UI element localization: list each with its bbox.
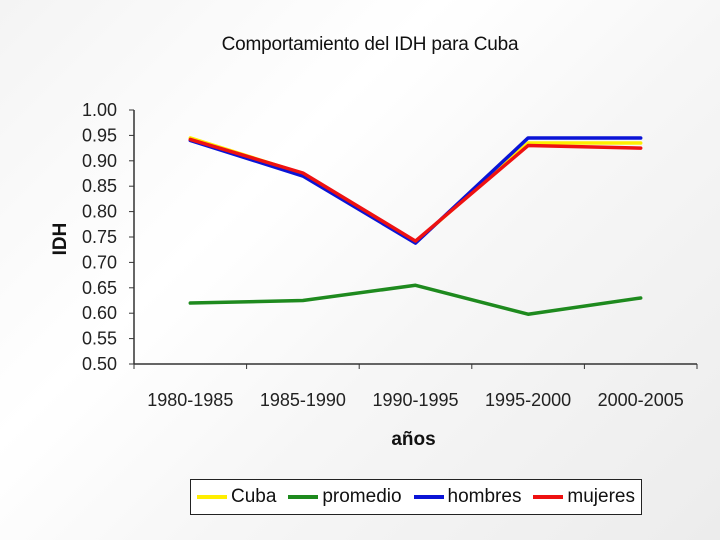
x-tick-label: 1990-1995 xyxy=(372,390,458,410)
y-tick-label: 0.60 xyxy=(82,303,117,323)
x-axis-title: años xyxy=(391,429,435,450)
x-tick-label: 1985-1990 xyxy=(260,390,346,410)
y-tick-label: 0.65 xyxy=(82,278,117,298)
y-tick-label: 0.85 xyxy=(82,176,117,196)
legend-label: promedio xyxy=(322,486,402,507)
line-chart: 1.00 0.95 0.90 0.85 0.80 0.75 0.70 0.65 0.60 0.55… xyxy=(50,100,698,450)
legend-item-hombres: hombres xyxy=(413,486,522,508)
x-tick-label: 1980-1985 xyxy=(147,390,233,410)
y-tick-label: 0.80 xyxy=(82,202,117,222)
y-tick-label: 0.75 xyxy=(82,227,117,247)
chart-legend: Cuba promedio hombres mujeres xyxy=(190,479,642,515)
legend-swatch xyxy=(533,495,564,499)
plot-area: 1.00 0.95 0.90 0.85 0.80 0.75 0.70 0.65 0.60 0.55… xyxy=(50,100,698,450)
legend-swatch xyxy=(196,495,227,499)
y-tick-label: 0.50 xyxy=(82,354,117,374)
y-tick-label: 1.00 xyxy=(82,100,117,120)
y-tick-label: 0.55 xyxy=(82,329,117,349)
legend-item-mujeres: mujeres xyxy=(533,486,635,508)
y-tick-label: 0.95 xyxy=(82,125,117,145)
series-line-mujeres xyxy=(188,137,643,243)
legend-item-promedio: promedio xyxy=(288,486,402,508)
legend-label: hombres xyxy=(447,486,522,507)
series-line-promedio xyxy=(188,283,643,316)
y-axis-title: IDH xyxy=(50,223,71,256)
legend-label: mujeres xyxy=(567,486,635,507)
legend-item-cuba: Cuba xyxy=(196,486,277,508)
series-line-cuba xyxy=(188,136,643,244)
series-line-hombres xyxy=(188,136,643,245)
y-tick-label: 0.70 xyxy=(82,252,117,272)
x-tick-label: 1995-2000 xyxy=(485,390,571,410)
y-tick-label: 0.90 xyxy=(82,151,117,171)
x-tick-label: 2000-2005 xyxy=(598,390,684,410)
legend-swatch xyxy=(413,495,444,499)
chart-title: Comportamiento del IDH para Cuba xyxy=(221,34,519,55)
legend-label: Cuba xyxy=(230,486,277,507)
legend-swatch xyxy=(288,495,319,499)
